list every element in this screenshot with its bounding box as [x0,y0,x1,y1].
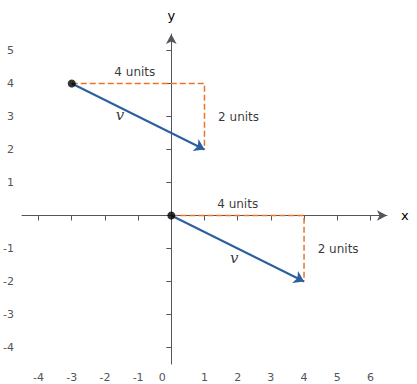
svg-text:3: 3 [267,371,274,384]
svg-text:-4: -4 [33,371,44,384]
svg-text:5: 5 [334,371,341,384]
svg-text:-1: -1 [133,371,144,384]
svg-text:2: 2 [234,371,241,384]
svg-text:2 units: 2 units [218,110,259,124]
svg-text:-2: -2 [99,371,110,384]
svg-text:2: 2 [7,143,14,156]
svg-text:-2: -2 [3,275,14,288]
svg-text:5: 5 [7,44,14,57]
svg-text:-4: -4 [3,341,14,354]
svg-text:1: 1 [7,176,14,189]
svg-text:4 units: 4 units [114,65,155,79]
svg-text:-1: -1 [3,242,14,255]
svg-text:x: x [401,208,409,223]
svg-text:4: 4 [301,371,308,384]
svg-text:-3: -3 [3,308,14,321]
svg-text:6: 6 [367,371,374,384]
svg-text:y: y [167,8,175,23]
svg-text:v: v [230,249,239,267]
svg-text:-3: -3 [66,371,77,384]
svg-text:4: 4 [7,77,14,90]
svg-text:4 units: 4 units [217,197,258,211]
svg-text:3: 3 [7,110,14,123]
svg-text:0: 0 [159,371,166,384]
svg-text:1: 1 [201,371,208,384]
svg-text:v: v [116,106,125,124]
svg-text:2 units: 2 units [318,242,359,256]
